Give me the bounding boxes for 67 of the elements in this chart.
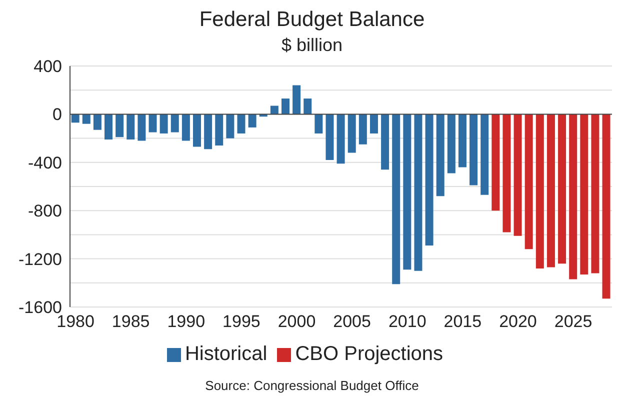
bar <box>381 114 390 170</box>
x-tick-label: 2025 <box>554 312 592 332</box>
bar <box>436 114 444 196</box>
bar <box>193 114 201 147</box>
bar <box>138 114 146 141</box>
bar <box>602 114 610 299</box>
bar <box>215 114 224 146</box>
x-tick-label: 2005 <box>333 312 371 332</box>
legend-label: Historical <box>184 343 268 365</box>
x-tick-label: 2010 <box>388 312 426 332</box>
bar <box>292 85 301 114</box>
bar <box>392 114 400 284</box>
bar <box>348 114 356 153</box>
bar <box>93 114 102 130</box>
x-tick-label: 1995 <box>222 312 260 332</box>
bar <box>536 114 544 268</box>
bar <box>580 114 588 274</box>
y-tick-label: -800 <box>28 202 62 221</box>
bar <box>116 114 124 138</box>
bar <box>425 114 434 246</box>
x-tick-label: 1985 <box>112 312 150 332</box>
x-tick-label: 1990 <box>167 312 206 332</box>
bar <box>160 114 168 134</box>
bar <box>281 98 290 114</box>
y-tick-label: 0 <box>52 105 62 124</box>
bar <box>336 114 345 164</box>
x-tick-label: 2000 <box>278 312 316 332</box>
bar <box>148 114 157 132</box>
bar <box>314 114 323 134</box>
bar <box>458 114 466 168</box>
bar <box>104 114 113 140</box>
bar <box>358 114 367 144</box>
x-tick-label: 2020 <box>499 312 537 332</box>
bar <box>480 114 489 195</box>
bar <box>237 114 246 134</box>
bar <box>569 114 578 280</box>
x-tick-label: 2015 <box>444 312 482 332</box>
y-tick-label: -1200 <box>18 250 62 269</box>
bar <box>470 114 478 186</box>
bar <box>226 114 234 138</box>
bar <box>204 114 212 150</box>
bar <box>71 114 80 123</box>
bar <box>82 114 90 124</box>
bar <box>414 114 422 271</box>
bar <box>403 114 412 270</box>
chart-subtitle: $ billion <box>280 35 344 56</box>
bar <box>502 114 511 232</box>
bar <box>182 114 190 141</box>
bar <box>447 114 456 174</box>
bar <box>326 114 334 160</box>
bar <box>591 114 600 274</box>
legend-label: CBO Projections <box>295 343 444 365</box>
source-note: Source: Congressional Budget Office <box>204 378 420 393</box>
bar <box>370 114 378 134</box>
bar <box>170 114 179 132</box>
bar <box>248 114 256 128</box>
bar <box>558 114 566 264</box>
bar <box>524 114 533 250</box>
x-tick-label: 1980 <box>56 312 94 332</box>
bar <box>514 114 522 236</box>
bar <box>492 114 500 211</box>
bar <box>546 114 555 268</box>
y-tick-label: 400 <box>34 57 62 76</box>
chart-title: Federal Budget Balance <box>198 8 426 32</box>
y-tick-label: -400 <box>28 153 62 172</box>
bar <box>304 98 312 114</box>
bar <box>126 114 135 140</box>
